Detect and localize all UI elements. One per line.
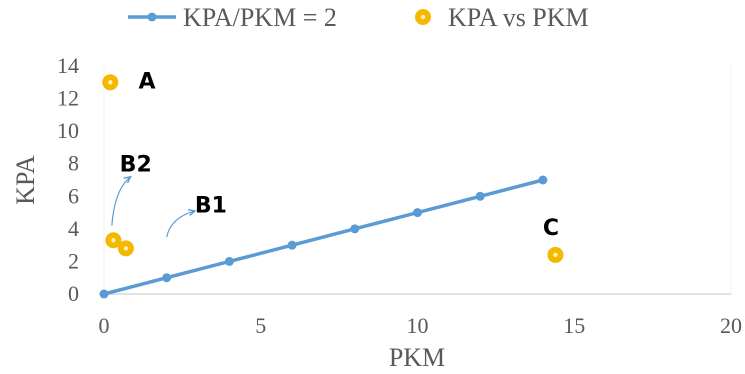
annotation-label: A xyxy=(138,70,155,95)
annotation-label: B2 xyxy=(120,153,152,178)
x-axis-title: PKM xyxy=(389,343,445,372)
x-tick-label: 15 xyxy=(563,313,585,338)
annotation-labels: A B2 B1 C xyxy=(120,70,559,242)
arrow-head xyxy=(123,175,132,184)
y-tick-label: 6 xyxy=(68,183,79,208)
y-tick-label: 8 xyxy=(68,151,79,176)
y-tick-label: 4 xyxy=(68,216,79,241)
x-tick-label: 10 xyxy=(407,313,429,338)
y-axis-title: KPA xyxy=(11,155,40,205)
annotation-label: B1 xyxy=(195,193,227,218)
y-axis-ticks: 0 2 4 6 8 10 12 14 xyxy=(57,53,79,306)
x-tick-label: 20 xyxy=(720,313,742,338)
line-point xyxy=(538,175,548,185)
y-tick-label: 0 xyxy=(68,281,79,306)
line-point xyxy=(287,240,297,250)
line-point xyxy=(350,224,360,234)
series-line xyxy=(103,178,544,296)
x-axis-ticks: 0 5 10 15 20 xyxy=(99,313,743,338)
annotation-arrow xyxy=(166,210,196,238)
annotation-arrows xyxy=(111,175,197,238)
legend: KPA/PKM = 2 KPA vs PKM xyxy=(128,3,589,32)
legend-line-marker xyxy=(147,12,157,22)
y-tick-label: 12 xyxy=(57,86,79,111)
x-tick-label: 5 xyxy=(255,313,266,338)
line-point xyxy=(99,289,109,299)
scatter-point-highlight xyxy=(553,252,558,258)
x-tick-label: 0 xyxy=(99,313,110,338)
series-layer xyxy=(99,74,564,299)
scatter-point-highlight xyxy=(123,246,129,251)
annotation-arrow xyxy=(111,176,132,226)
arrow-head xyxy=(187,208,197,217)
annotation-label: C xyxy=(543,216,559,241)
line-point xyxy=(475,191,485,201)
legend-label: KPA/PKM = 2 xyxy=(183,3,337,32)
y-tick-label: 2 xyxy=(68,248,79,273)
legend-label: KPA vs PKM xyxy=(448,3,589,32)
line-point xyxy=(162,273,172,283)
line-point xyxy=(224,256,234,266)
legend-scatter-highlight xyxy=(420,14,426,20)
line-point xyxy=(413,208,422,218)
y-tick-label: 10 xyxy=(57,118,79,143)
scatter-point-highlight xyxy=(108,80,113,85)
y-tick-label: 14 xyxy=(57,53,79,78)
scatter-point-highlight xyxy=(111,238,116,243)
